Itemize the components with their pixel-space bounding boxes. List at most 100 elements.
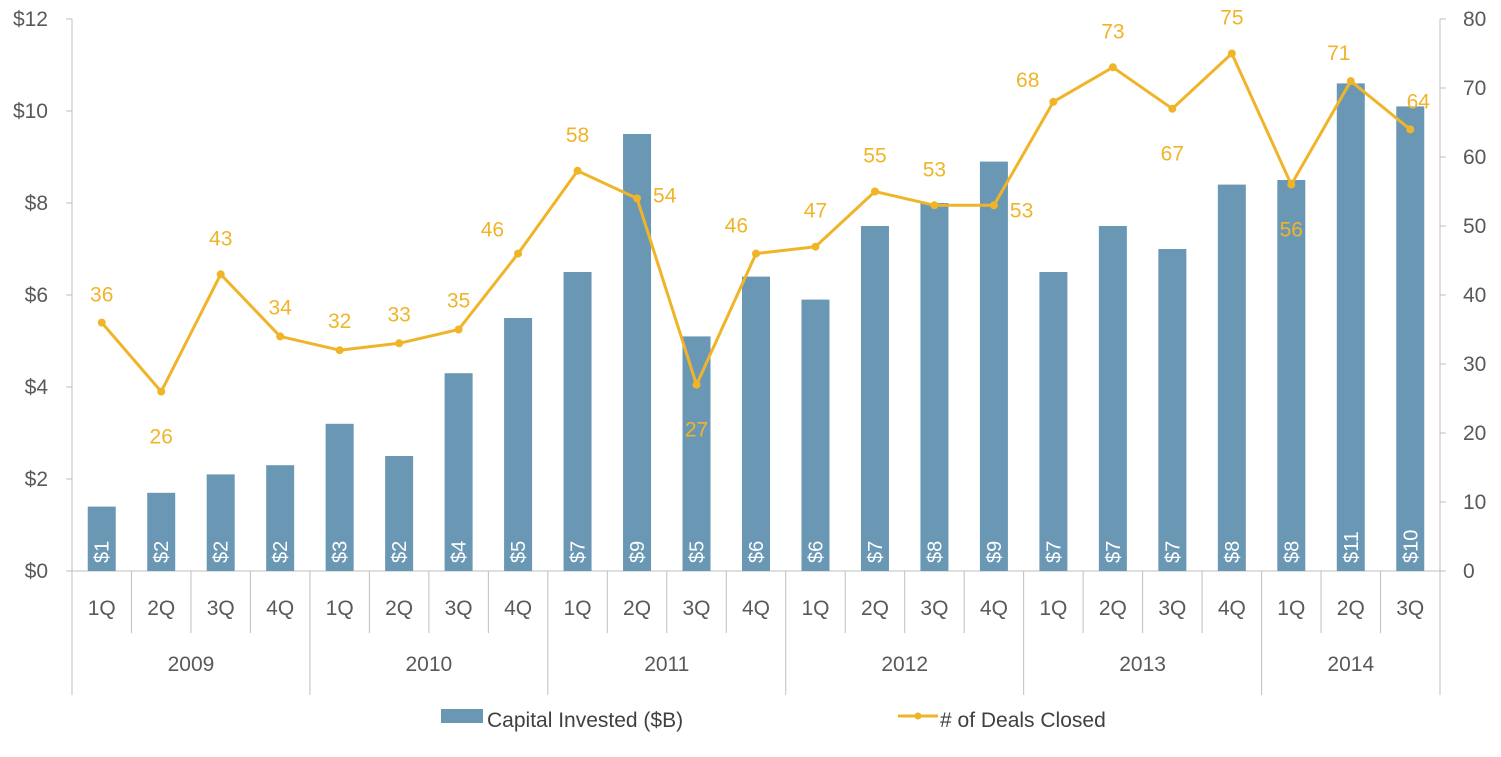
category-label: 2Q: [623, 597, 651, 620]
line-point: [276, 332, 285, 341]
line-series: [97, 49, 1415, 396]
left-tick-label: $8: [25, 192, 48, 215]
line-point: [1346, 77, 1355, 86]
left-tick-label: $4: [25, 376, 49, 399]
line-point: [1108, 63, 1117, 72]
bar-value-label: $6: [805, 541, 827, 563]
right-tick-label: 0: [1463, 560, 1475, 583]
line-point: [573, 166, 582, 175]
bar-value-label: $2: [270, 541, 292, 563]
bar: [623, 134, 652, 571]
line-point: [811, 242, 820, 251]
category-label: 2Q: [385, 597, 413, 620]
bar: [860, 226, 889, 571]
year-label: 2012: [881, 653, 928, 676]
bar-value-label: $3: [330, 541, 352, 563]
bar-value-label: $8: [1222, 541, 1244, 563]
bar-value-label: $8: [924, 541, 946, 563]
bar: [325, 423, 354, 571]
year-label: 2013: [1119, 653, 1166, 676]
year-label: 2009: [168, 653, 215, 676]
bar-value-label: $7: [1103, 541, 1125, 563]
line-value-label: 67: [1161, 143, 1184, 166]
line-point: [1168, 104, 1177, 113]
category-label: 3Q: [445, 597, 473, 620]
bar-value-label: $7: [1162, 541, 1184, 563]
category-label: 1Q: [564, 597, 592, 620]
bar-value-label: $5: [687, 541, 709, 563]
bar-value-label: $7: [865, 541, 887, 563]
bar-value-label: $2: [389, 541, 411, 563]
bar-value-label: $1: [92, 541, 114, 563]
category-label: 4Q: [1218, 597, 1246, 620]
bar-value-label: $5: [508, 541, 530, 563]
line-point: [1287, 180, 1296, 189]
bar: [444, 373, 473, 571]
bar: [563, 272, 592, 571]
line-value-label: 27: [685, 419, 708, 442]
line-value-label: 33: [387, 303, 410, 326]
line-value-label: 75: [1220, 7, 1243, 30]
line-point: [216, 270, 225, 279]
line-point: [633, 194, 642, 203]
line-value-label: 56: [1280, 219, 1303, 242]
line-point: [157, 387, 166, 396]
left-tick-label: $12: [13, 8, 48, 31]
right-tick-label: 20: [1463, 422, 1486, 445]
bar: [87, 506, 116, 571]
line-value-label: 26: [150, 426, 173, 449]
bar-value-label: $2: [151, 541, 173, 563]
category-label: 1Q: [1039, 597, 1067, 620]
category-label: 1Q: [326, 597, 354, 620]
line-value-label: 36: [90, 284, 113, 307]
bar-value-label: $9: [984, 541, 1006, 563]
category-label: 4Q: [266, 597, 294, 620]
category-label: 4Q: [504, 597, 532, 620]
left-tick-label: $6: [25, 284, 48, 307]
category-label: 1Q: [88, 597, 116, 620]
category-label: 2Q: [1337, 597, 1365, 620]
bar: [1217, 184, 1246, 571]
year-label: 2011: [644, 653, 689, 676]
line-point: [514, 249, 523, 258]
category-label: 3Q: [1158, 597, 1186, 620]
legend-swatch-bar: [441, 709, 483, 723]
line-value-label: 47: [804, 200, 827, 223]
category-label: 2Q: [861, 597, 889, 620]
line-point: [1406, 125, 1415, 134]
left-tick-label: $0: [25, 560, 48, 583]
bar-value-label: $6: [746, 541, 768, 563]
line-point: [989, 201, 998, 210]
line-point: [454, 325, 463, 334]
right-tick-label: 80: [1463, 8, 1486, 31]
right-tick-label: 40: [1463, 284, 1486, 307]
bar-value-label: $7: [568, 541, 590, 563]
bar: [504, 318, 533, 571]
bar: [1277, 180, 1306, 571]
line-value-label: 34: [268, 296, 292, 319]
legend-swatch-marker: [914, 712, 922, 720]
bar: [1336, 83, 1365, 572]
bar-value-label: $2: [211, 541, 233, 563]
category-label: 1Q: [1277, 597, 1305, 620]
legend-label-line: # of Deals Closed: [940, 709, 1106, 732]
line-value-label: 54: [653, 184, 677, 207]
category-label: 4Q: [980, 597, 1008, 620]
line-value-label: 58: [566, 124, 589, 147]
bar: [147, 492, 176, 571]
bar: [979, 161, 1008, 571]
line-point: [930, 201, 939, 210]
category-label: 3Q: [207, 597, 235, 620]
line-point: [395, 339, 404, 348]
category-label: 3Q: [920, 597, 948, 620]
category-label: 2Q: [1099, 597, 1127, 620]
category-label: 2Q: [147, 597, 175, 620]
line-value-label: 71: [1327, 42, 1350, 65]
left-tick-label: $2: [25, 468, 48, 491]
bar: [801, 299, 830, 571]
line-value-label: 46: [725, 215, 748, 238]
bar-value-label: $10: [1400, 530, 1422, 563]
